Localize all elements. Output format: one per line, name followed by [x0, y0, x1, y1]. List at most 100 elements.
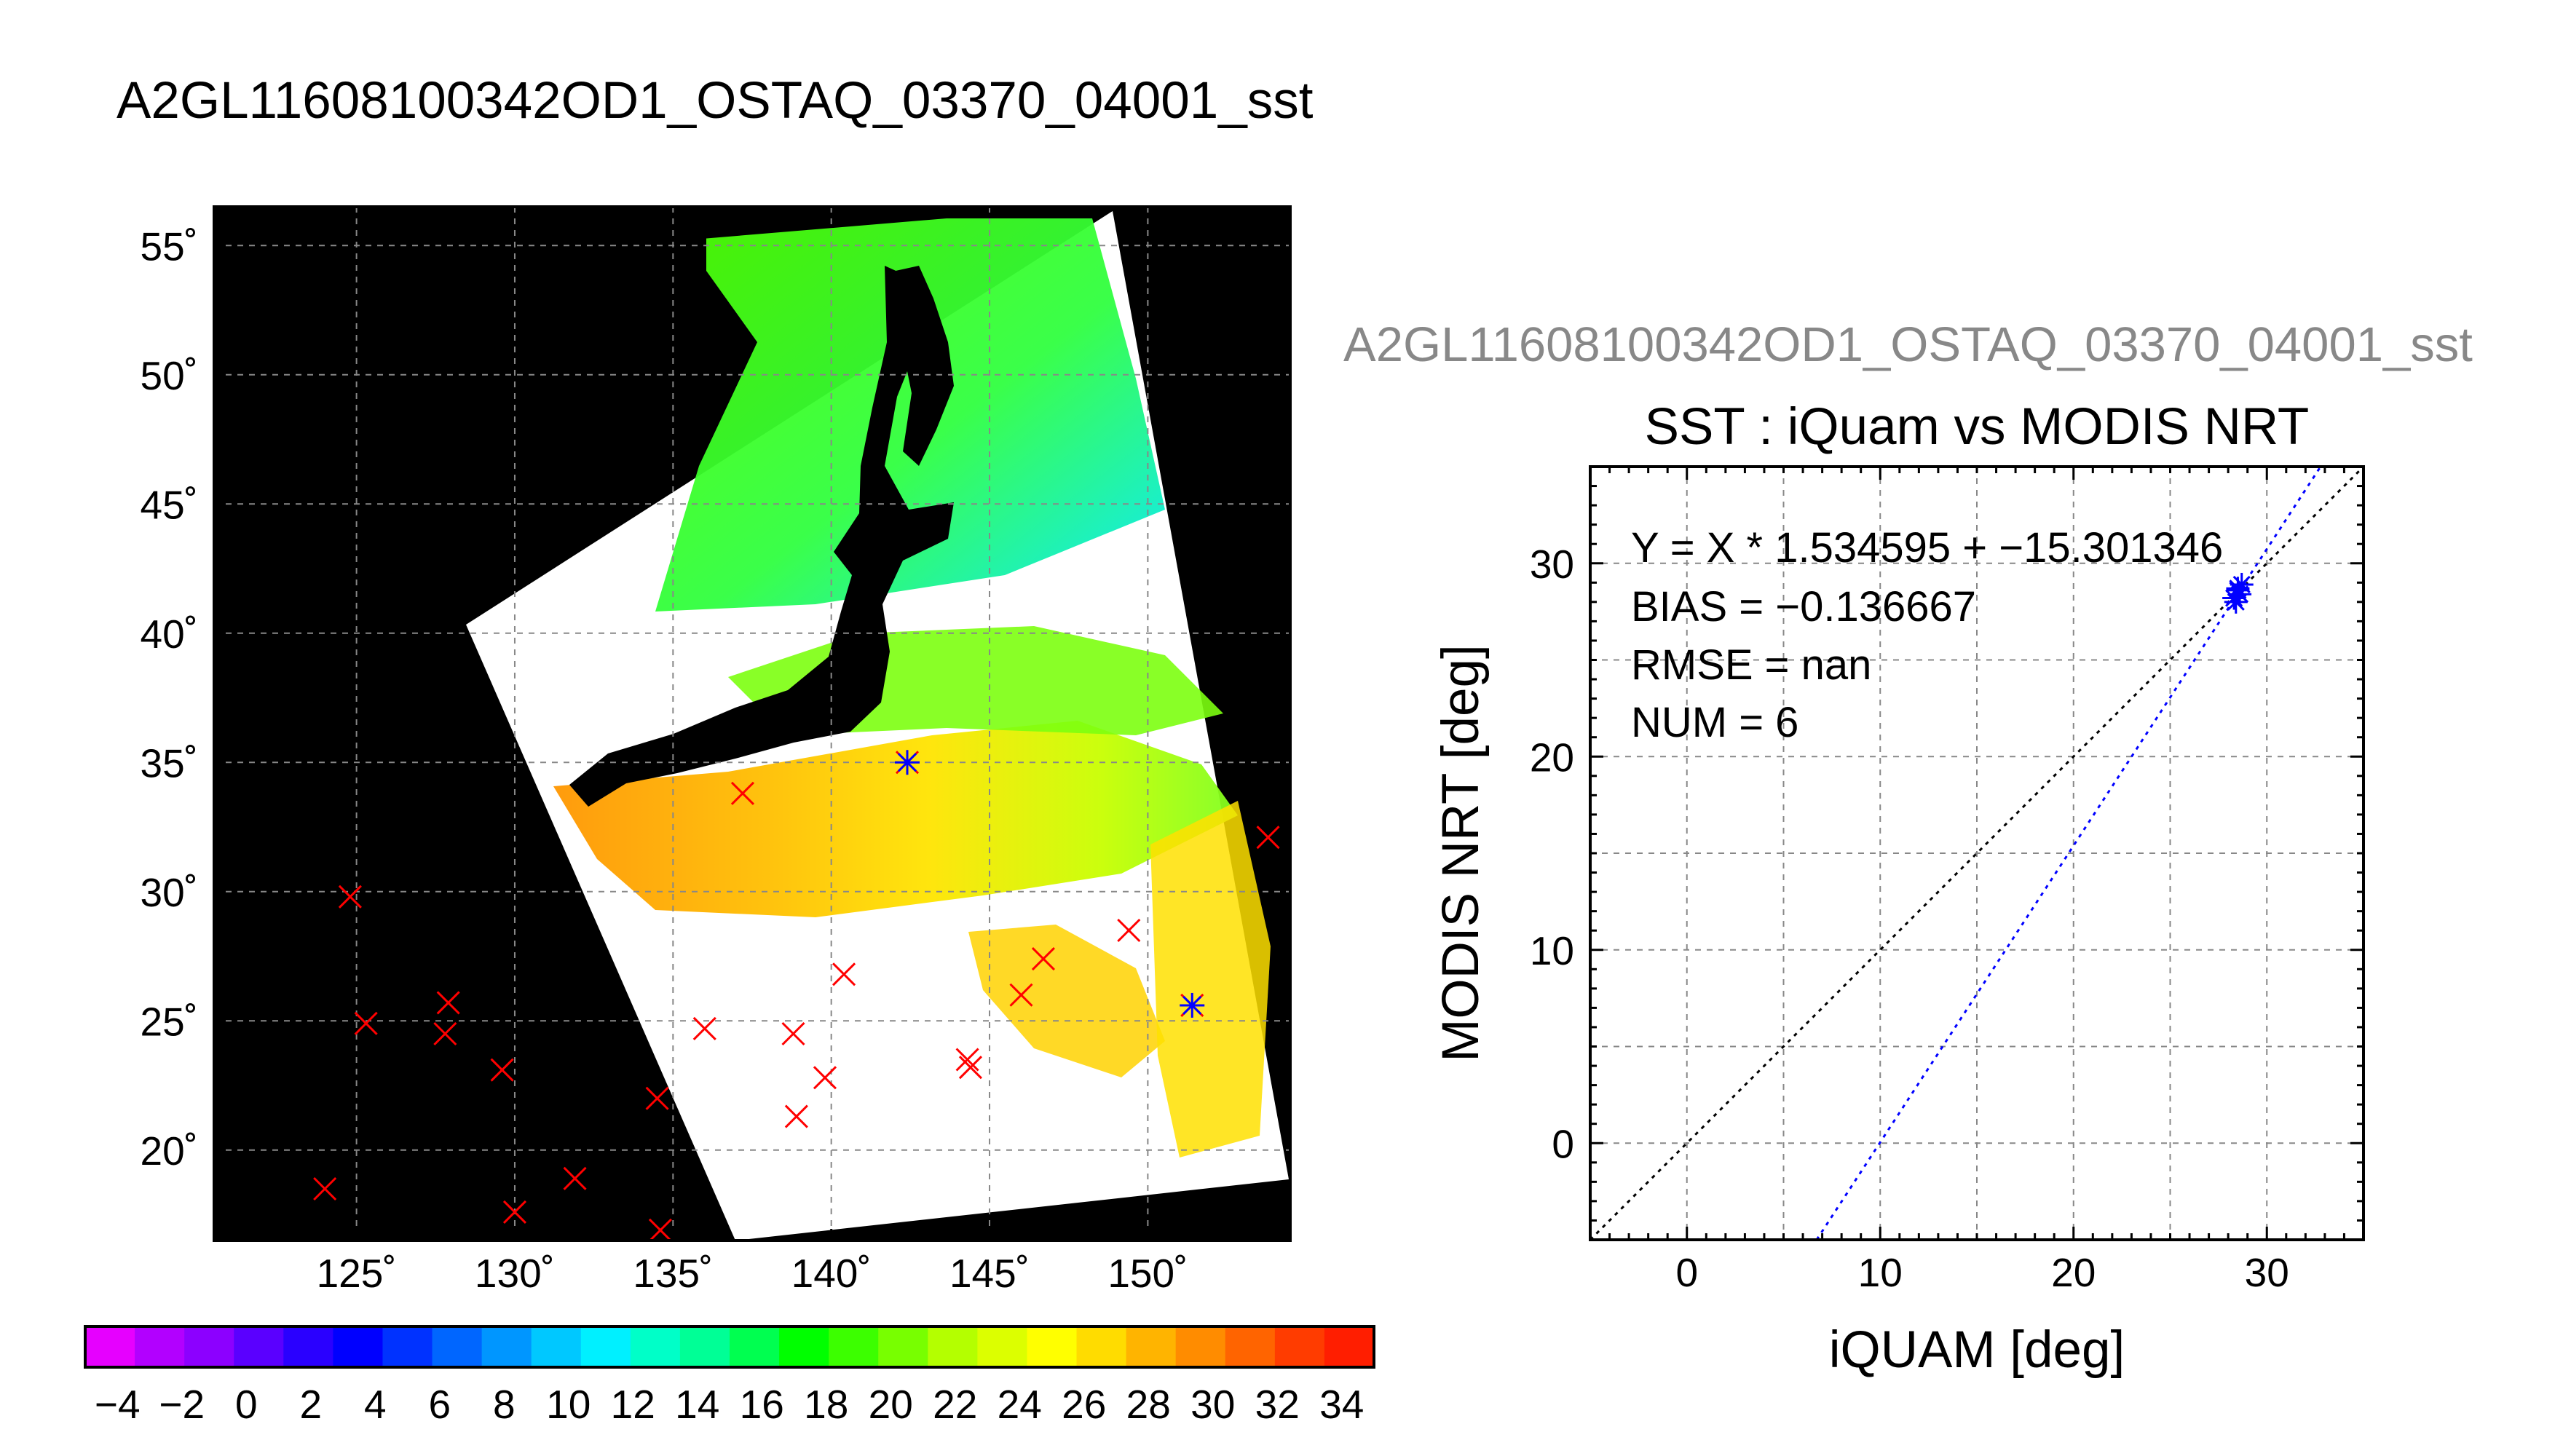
colorbar-cell	[234, 1326, 285, 1367]
map-marker-red-x	[813, 1066, 837, 1090]
colorbar-cell	[928, 1326, 979, 1367]
scatter-x-tick-label: 10	[1858, 1250, 1903, 1295]
colorbar-cell	[481, 1326, 532, 1367]
scatter-y-tick-label: 10	[1530, 928, 1574, 973]
colorbar-tick-label: 6	[428, 1382, 451, 1427]
map-marker-red-x	[1256, 826, 1280, 850]
map-marker-red-x	[648, 1218, 672, 1241]
scatter-tick-labels: 0 10 20 30 0 10 20 30	[1530, 542, 2289, 1295]
map-lon-tick-label: 140˚	[791, 1251, 872, 1296]
colorbar-tick-label: 0	[235, 1382, 258, 1427]
sst-warm-region	[553, 721, 1238, 917]
colorbar-cell	[730, 1326, 780, 1367]
colorbar-cell	[679, 1326, 730, 1367]
sst-east-patches	[1150, 801, 1271, 1158]
colorbar-tick-label: −2	[159, 1382, 205, 1427]
map-lon-tick-label: 135˚	[633, 1251, 713, 1296]
page-title: A2GL11608100342OD1_OSTAQ_03370_04001_sst	[117, 72, 1314, 130]
scatter-grid	[1590, 467, 2364, 1240]
scatter-y-tick-label: 30	[1530, 542, 1574, 587]
stat-line-bias: BIAS = −0.136667	[1631, 583, 1976, 630]
colorbar: −4 −2 0 2 4 6 8 10 12 14 16 18 20 22 24 26 28 30 32 34	[84, 1325, 1375, 1427]
colorbar-cell	[382, 1326, 433, 1367]
map-marker-red-x	[313, 1176, 337, 1201]
y-axis-label: MODIS NRT [deg]	[1432, 644, 1490, 1061]
map-lat-tick-label: 50˚	[141, 353, 199, 398]
colorbar-cell	[779, 1326, 829, 1367]
colorbar-cell	[1324, 1326, 1375, 1367]
colorbar-cell	[135, 1326, 185, 1367]
scatter-ticks	[1589, 465, 2365, 1241]
colorbar-tick-label: 34	[1319, 1382, 1364, 1427]
colorbar-tick-label: 26	[1062, 1382, 1106, 1427]
colorbar-cell	[829, 1326, 880, 1367]
map-marker-red-x	[692, 1016, 716, 1040]
colorbar-tick-label: 4	[364, 1382, 387, 1427]
sakhalin-landmass	[896, 266, 954, 466]
colorbar-tick-label: 16	[740, 1382, 784, 1427]
colorbar-tick-labels: −4 −2 0 2 4 6 8 10 12 14 16 18 20 22 24 26 28 30 32 34	[95, 1382, 1364, 1427]
scatter-x-tick-label: 0	[1675, 1250, 1698, 1295]
map-marker-red-x	[563, 1166, 587, 1190]
map-lat-tick-label: 55˚	[141, 223, 199, 269]
scatter-point	[2226, 577, 2250, 601]
colorbar-cell	[283, 1326, 334, 1367]
map-marker-red-x	[1031, 946, 1055, 971]
scatter-title: SST : iQuam vs MODIS NRT	[1645, 398, 2310, 456]
map-marker-red-x	[1009, 983, 1033, 1007]
colorbar-cell	[333, 1326, 384, 1367]
colorbar-cell	[85, 1326, 135, 1367]
colorbar-tick-label: 18	[804, 1382, 848, 1427]
map-marker-red-x	[1117, 918, 1141, 943]
map-marker-red-x	[436, 991, 460, 1015]
colorbar-cell	[1027, 1326, 1078, 1367]
colorbar-tick-label: 14	[675, 1382, 719, 1427]
colorbar-tick-label: 22	[933, 1382, 977, 1427]
colorbar-tick-label: 2	[299, 1382, 322, 1427]
colorbar-cells	[85, 1326, 1375, 1367]
colorbar-cell	[1076, 1326, 1127, 1367]
map-marker-red-x	[784, 1104, 808, 1128]
scatter-header: A2GL11608100342OD1_OSTAQ_03370_04001_sst	[1343, 317, 2473, 372]
map-grid	[214, 207, 1290, 1241]
colorbar-cell	[1225, 1326, 1276, 1367]
map-lon-tick-label: 150˚	[1107, 1251, 1188, 1296]
map-lat-tick-label: 30˚	[141, 870, 199, 915]
map-marker-red-x	[502, 1200, 527, 1224]
stat-line-rmse: RMSE = nan	[1631, 641, 1871, 689]
map-marker-red-x	[730, 781, 755, 805]
map-marker-red-x	[781, 1021, 805, 1046]
map-marker-red-x	[354, 1011, 378, 1035]
map-marker-blue-asterisk	[895, 750, 920, 775]
colorbar-tick-label: 28	[1126, 1382, 1171, 1427]
scatter-y-tick-label: 20	[1530, 735, 1574, 780]
colorbar-tick-label: 10	[546, 1382, 591, 1427]
sst-south-patches	[968, 925, 1165, 1077]
colorbar-cell	[878, 1326, 929, 1367]
x-axis-label: iQUAM [deg]	[1829, 1321, 2125, 1379]
colorbar-cell	[580, 1326, 631, 1367]
colorbar-tick-label: 30	[1190, 1382, 1235, 1427]
colorbar-tick-label: 8	[493, 1382, 516, 1427]
scatter-x-tick-label: 30	[2245, 1250, 2289, 1295]
map-lat-tick-label: 40˚	[141, 612, 199, 657]
map-frame	[213, 205, 1292, 1242]
map-marker-red-x	[338, 885, 362, 909]
colorbar-cell	[184, 1326, 235, 1367]
colorbar-cell	[977, 1326, 1028, 1367]
colorbar-cell	[432, 1326, 483, 1367]
map-lat-tick-label: 35˚	[141, 740, 199, 786]
stat-line-fit: Y = X * 1.534595 + −15.301346	[1631, 524, 2223, 571]
colorbar-cell	[630, 1326, 681, 1367]
map-tick-labels: 125˚ 130˚ 135˚ 140˚ 145˚ 150˚ 55˚ 50˚ 45˚ 40˚ 35˚ 3…	[141, 223, 1188, 1296]
map-lon-tick-label: 145˚	[949, 1251, 1030, 1296]
colorbar-cell	[531, 1326, 582, 1367]
map-lon-tick-label: 125˚	[317, 1251, 397, 1296]
map-marker-red-x	[433, 1021, 457, 1046]
stat-line-num: NUM = 6	[1631, 699, 1798, 746]
colorbar-tick-label: 20	[869, 1382, 913, 1427]
map-marker-red-x	[955, 1048, 979, 1072]
map-lon-tick-label: 130˚	[475, 1251, 555, 1296]
